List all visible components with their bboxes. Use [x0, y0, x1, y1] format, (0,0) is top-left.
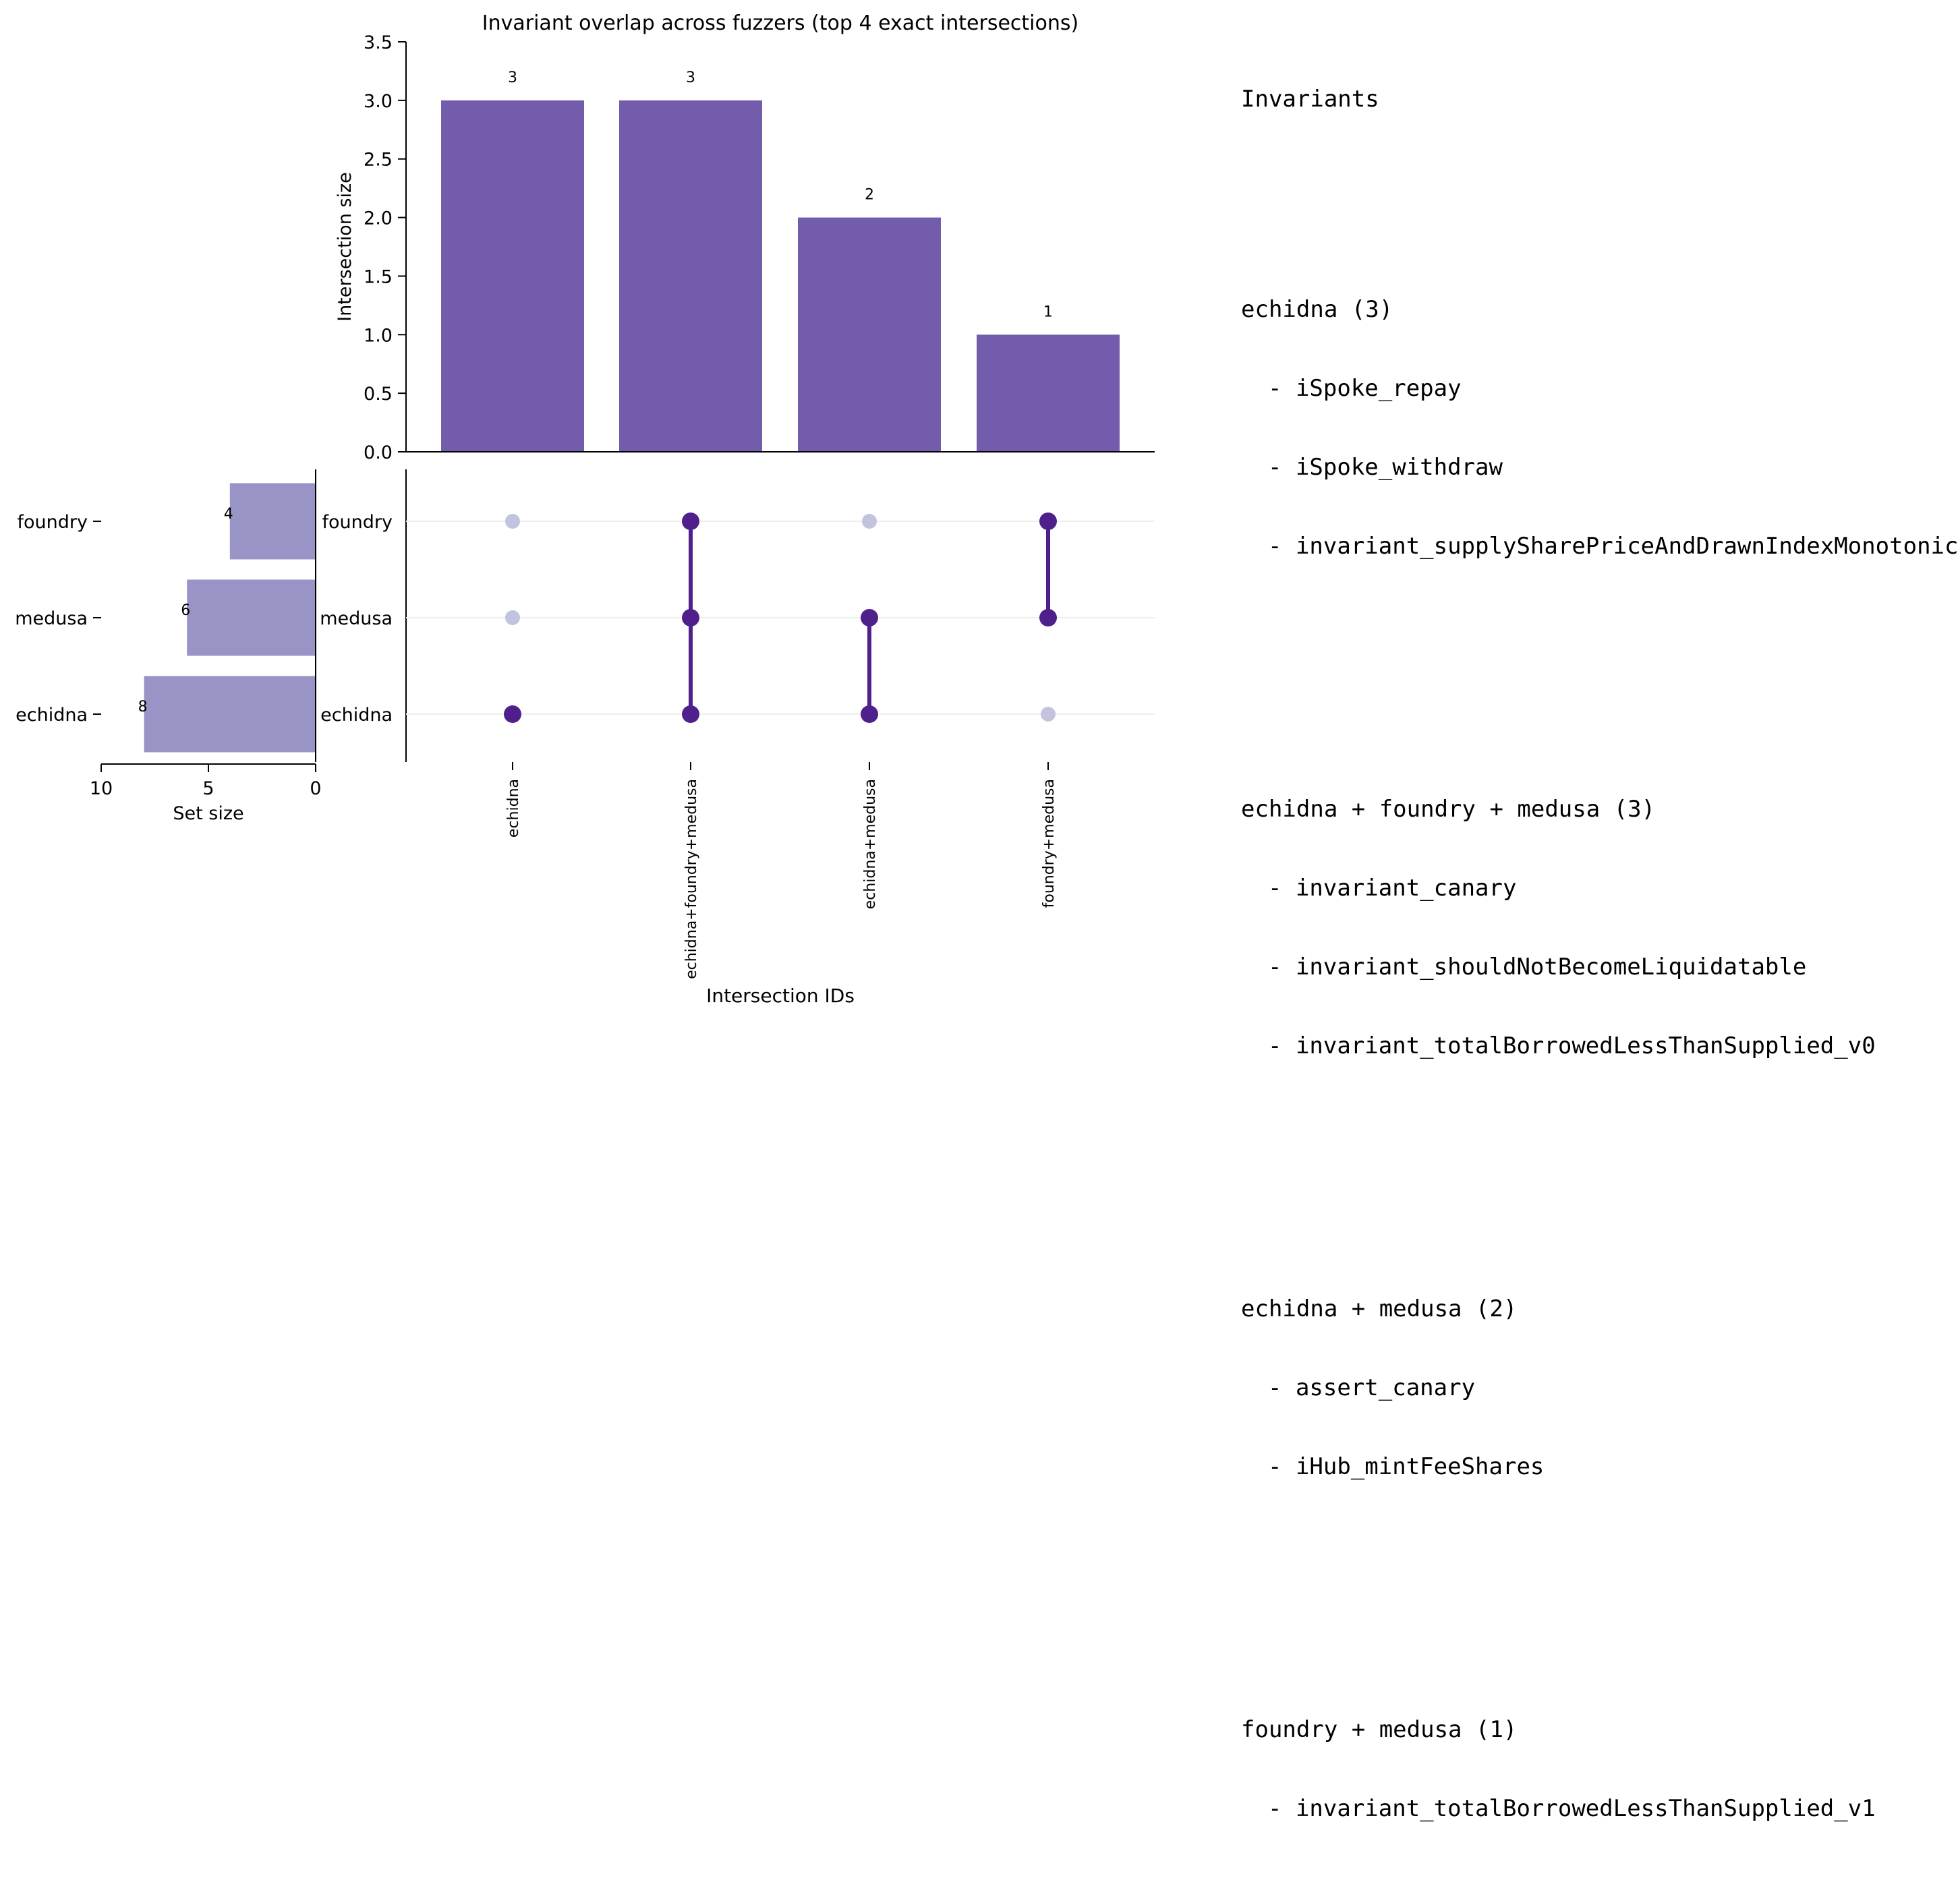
membership-matrix: foundry medusa echidna echidna echidna+foun…: [320, 469, 1155, 1007]
set-size-bar: [187, 579, 316, 656]
intersection-id-labels: echidna echidna+foundry+medusa echidna+med…: [505, 762, 1058, 979]
set-size-bar-value: 8: [138, 699, 148, 715]
chart-title: Invariant overlap across fuzzers (top 4 …: [482, 11, 1078, 35]
y-tick-label: 1.5: [364, 266, 393, 287]
matrix-dot-active: [861, 705, 878, 723]
intersection-bar: [977, 334, 1120, 452]
upset-chart: Invariant overlap across fuzzers (top 4 …: [15, 11, 1155, 1007]
y-tick-label: 0.5: [364, 384, 393, 405]
matrix-row-label: foundry: [322, 512, 393, 533]
invariant-item: - invariant_supplySharePriceAndDrawnInde…: [1268, 533, 1959, 560]
y-tick-label: 2.0: [364, 208, 393, 229]
set-name-labels: foundry medusa echidna: [15, 512, 101, 726]
set-size-x-tick-label: 5: [202, 778, 214, 799]
matrix-dot-active: [861, 609, 878, 626]
invariant-item: - iHub_mintFeeShares: [1268, 1453, 1545, 1480]
matrix-dot-active: [682, 609, 699, 626]
invariants-panel: Invariants echidna (3) - iSpoke_repay - …: [1241, 34, 1959, 1901]
y-axis-label: Intersection size: [335, 172, 355, 322]
invariant-group-title: echidna + medusa (2): [1241, 1295, 1518, 1322]
matrix-row-label: echidna: [320, 705, 393, 726]
invariant-group: foundry + medusa (1) - invariant_totalBo…: [1241, 1664, 1959, 1875]
intersection-bar: [619, 100, 762, 452]
intersection-bar-labels: 3 3 2 1: [508, 69, 1053, 320]
invariant-item: - iSpoke_withdraw: [1268, 454, 1503, 481]
matrix-dot-inactive: [505, 514, 520, 529]
matrix-dot-active: [1039, 609, 1057, 626]
intersection-bar: [798, 217, 941, 452]
invariants-header: Invariants: [1241, 86, 1379, 113]
set-size-bar-value: 6: [181, 602, 190, 619]
set-size-bars: [144, 483, 316, 753]
invariant-group: echidna + foundry + medusa (3) - invaria…: [1241, 744, 1959, 1112]
matrix-dot-active: [504, 705, 521, 723]
intersection-id-label: echidna+medusa: [862, 779, 879, 909]
matrix-dot-active: [682, 513, 699, 530]
invariant-group: echidna (3) - iSpoke_repay - iSpoke_with…: [1241, 244, 1959, 612]
matrix-dots: [504, 513, 1057, 723]
set-size-bar-value: 4: [224, 506, 233, 523]
matrix-dot-inactive: [1041, 707, 1056, 722]
set-size-x-tick-label: 10: [90, 778, 113, 799]
invariant-item: - invariant_canary: [1268, 875, 1517, 902]
matrix-row-label: medusa: [320, 608, 393, 629]
set-name-label: medusa: [15, 608, 88, 629]
intersection-bars: [441, 100, 1120, 452]
invariant-group-title: echidna + foundry + medusa (3): [1241, 796, 1656, 823]
y-tick-label: 2.5: [364, 150, 393, 171]
matrix-dot-active: [1039, 513, 1057, 530]
intersection-bar-value: 2: [865, 187, 874, 204]
set-size-bar-labels: 4 6 8: [138, 506, 233, 715]
matrix-x-label: Intersection IDs: [706, 985, 855, 1007]
intersection-id-label: foundry+medusa: [1041, 779, 1058, 908]
intersection-id-label: echidna+foundry+medusa: [683, 779, 700, 979]
invariant-group-title: foundry + medusa (1): [1241, 1716, 1518, 1743]
invariant-item: - iSpoke_repay: [1268, 375, 1462, 402]
set-size-x-tick-label: 0: [310, 778, 321, 799]
matrix-dot-inactive: [862, 514, 877, 529]
set-size-chart: 4 6 8 10 5 0 foundry medusa echidna Set size: [15, 469, 322, 824]
invariant-item: - invariant_shouldNotBecomeLiquidatable: [1268, 954, 1807, 981]
set-name-label: echidna: [16, 705, 88, 726]
intersection-bar: [441, 100, 584, 452]
invariant-item: - assert_canary: [1268, 1374, 1476, 1401]
invariant-group-title: echidna (3): [1241, 296, 1393, 323]
intersection-y-axis: 0.0 0.5 1.0 1.5 2.0 2.5 3.0 3.5: [364, 32, 407, 463]
intersection-id-label: echidna: [505, 779, 522, 838]
intersection-bar-value: 3: [686, 69, 695, 86]
set-size-x-label: Set size: [173, 803, 243, 824]
y-tick-label: 0.0: [364, 442, 393, 463]
invariant-item: - invariant_totalBorrowedLessThanSupplie…: [1268, 1032, 1876, 1059]
matrix-row-labels: foundry medusa echidna: [320, 512, 393, 726]
set-size-x-ticks: 10 5 0: [90, 764, 322, 799]
matrix-gridlines: [406, 521, 1155, 715]
intersection-bar-chart: 3 3 2 1 0.0 0.5 1.0 1.5 2.0 2.5 3.0 3.5 Intersecti…: [335, 32, 1155, 463]
intersection-bar-value: 1: [1043, 303, 1053, 320]
y-tick-label: 3.0: [364, 91, 393, 112]
intersection-bar-value: 3: [508, 69, 517, 86]
matrix-dot-active: [682, 705, 699, 723]
y-tick-label: 3.5: [364, 32, 393, 53]
invariant-group: echidna + medusa (2) - assert_canary - i…: [1241, 1244, 1959, 1533]
matrix-dot-inactive: [505, 610, 520, 625]
set-size-bar: [229, 483, 316, 560]
invariant-item: - invariant_totalBorrowedLessThanSupplie…: [1268, 1795, 1876, 1822]
y-tick-label: 1.0: [364, 325, 393, 346]
set-size-bar: [144, 676, 316, 753]
set-name-label: foundry: [18, 512, 88, 533]
